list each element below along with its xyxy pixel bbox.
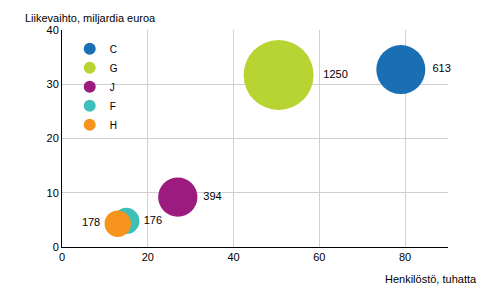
svg-text:178: 178: [82, 216, 100, 228]
svg-text:G: G: [110, 63, 118, 74]
svg-text:10: 10: [47, 187, 59, 199]
svg-text:0: 0: [53, 241, 59, 253]
svg-text:C: C: [110, 44, 117, 55]
svg-text:J: J: [110, 82, 115, 93]
svg-text:0: 0: [59, 251, 65, 263]
svg-text:394: 394: [203, 190, 221, 202]
svg-text:H: H: [110, 120, 117, 131]
svg-text:20: 20: [47, 132, 59, 144]
svg-text:613: 613: [432, 62, 450, 74]
svg-text:Liikevaihto, miljardia euroa: Liikevaihto, miljardia euroa: [25, 12, 156, 24]
svg-text:80: 80: [399, 251, 411, 263]
svg-text:30: 30: [47, 78, 59, 90]
svg-text:F: F: [110, 101, 116, 112]
svg-text:40: 40: [227, 251, 239, 263]
svg-text:40: 40: [47, 24, 59, 36]
svg-text:176: 176: [144, 214, 162, 226]
svg-text:20: 20: [142, 251, 154, 263]
svg-text:1250: 1250: [323, 68, 347, 80]
svg-text:60: 60: [313, 251, 325, 263]
svg-text:Henkilöstö, tuhatta: Henkilöstö, tuhatta: [385, 273, 477, 285]
